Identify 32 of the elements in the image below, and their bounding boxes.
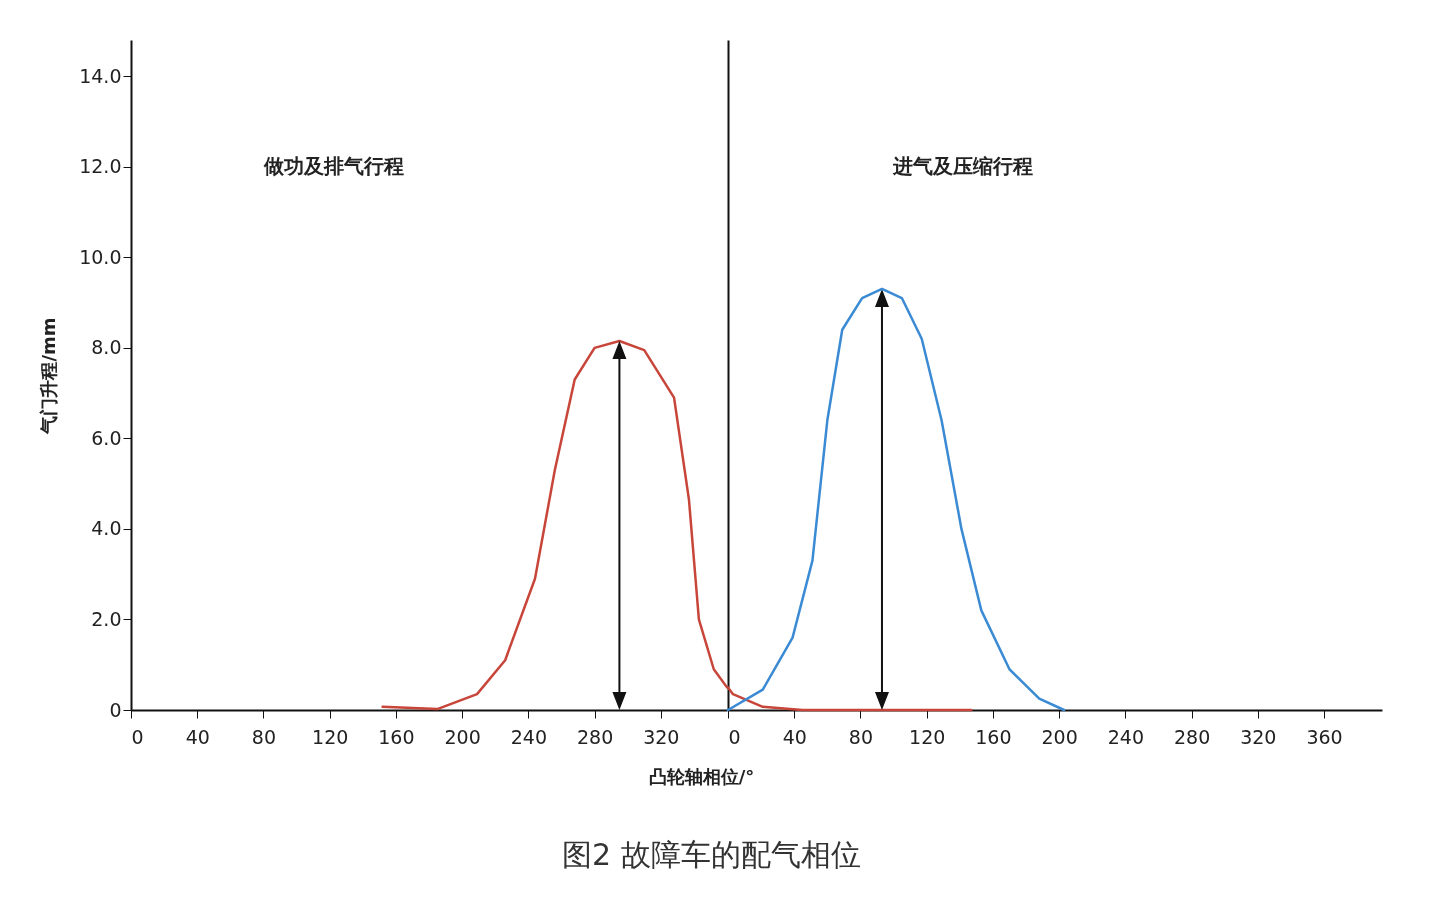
x-tick-label: 40 [185,725,210,748]
x-tick-label: 160 [378,725,415,748]
y-tick-label: 2.0 [91,607,122,630]
annotation: 做功及排气行程 [262,154,404,179]
x-tick-label: 0 [131,725,144,748]
text: 图2 故障车的配气相位 [562,837,861,872]
y-tick-label: 0 [109,698,122,721]
x-tick-label: 120 [312,725,349,748]
y-tick-label: 10.0 [79,245,122,268]
y-tick-label: 14.0 [79,64,122,87]
x-tick-label: 200 [444,725,481,748]
y-tick-label: 6.0 [91,426,122,449]
x-tick-label: 0 [728,725,741,748]
y-axis-title: 气门升程/mm [38,317,60,435]
x-tick-label: 280 [1173,725,1211,748]
y-tick-label: 4.0 [91,517,122,540]
x-tick-label: 360 [1306,725,1343,748]
x-tick-label: 320 [1240,725,1277,748]
x-tick-label: 160 [975,725,1012,748]
y-tick-label: 8.0 [91,336,122,359]
x-tick-label: 40 [782,725,807,748]
x-tick-label: 280 [576,725,614,748]
y-tick-label: 12.0 [79,155,122,178]
x-tick-label: 320 [643,725,680,748]
x-tick-label: 240 [510,725,547,748]
x-tick-label: 120 [909,725,946,748]
x-tick-label: 200 [1041,725,1078,748]
x-tick-label: 80 [848,725,874,748]
x-tick-label: 80 [251,725,277,748]
x-axis-title: 凸轮轴相位/° [648,765,755,787]
x-tick-label: 240 [1107,725,1144,748]
annotation: 进气及压缩行程 [892,154,1034,179]
